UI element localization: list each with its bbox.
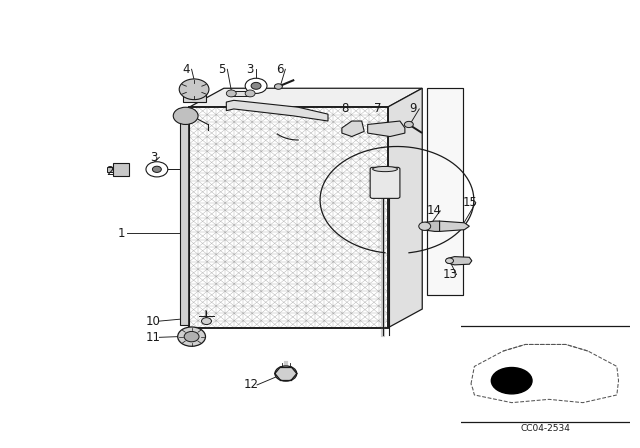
Polygon shape [447, 257, 472, 265]
Circle shape [178, 327, 205, 346]
Circle shape [251, 82, 261, 89]
Circle shape [173, 107, 198, 125]
Polygon shape [189, 88, 422, 107]
Polygon shape [342, 121, 364, 137]
Text: 12: 12 [244, 379, 259, 392]
Circle shape [492, 367, 532, 394]
Polygon shape [227, 100, 328, 121]
Polygon shape [428, 88, 463, 295]
Polygon shape [189, 107, 388, 328]
Text: 6: 6 [276, 63, 283, 76]
Circle shape [146, 162, 168, 177]
Circle shape [245, 78, 267, 94]
Text: 4: 4 [182, 63, 189, 76]
Text: 15: 15 [463, 196, 477, 209]
Polygon shape [180, 111, 189, 324]
Polygon shape [388, 88, 422, 328]
Circle shape [404, 121, 413, 128]
Polygon shape [367, 121, 405, 137]
Circle shape [227, 90, 236, 97]
Circle shape [419, 222, 431, 230]
Text: 10: 10 [146, 314, 161, 327]
Text: 3: 3 [150, 151, 157, 164]
Circle shape [275, 84, 282, 89]
Text: 2: 2 [106, 164, 113, 177]
Circle shape [445, 258, 454, 263]
Text: 1: 1 [117, 227, 125, 240]
Bar [108, 167, 113, 172]
Polygon shape [113, 163, 129, 176]
Ellipse shape [372, 167, 397, 172]
Polygon shape [231, 90, 250, 96]
Circle shape [184, 332, 199, 342]
Polygon shape [422, 221, 440, 232]
Text: 14: 14 [427, 204, 442, 217]
Text: 11: 11 [146, 331, 161, 344]
Polygon shape [182, 89, 207, 102]
Text: CC04-2534: CC04-2534 [521, 424, 570, 433]
Polygon shape [435, 221, 469, 232]
Circle shape [152, 166, 161, 172]
FancyBboxPatch shape [370, 167, 400, 198]
Text: 5: 5 [218, 63, 225, 76]
Text: 8: 8 [341, 103, 349, 116]
Text: 9: 9 [410, 103, 417, 116]
Circle shape [179, 79, 209, 99]
Circle shape [245, 90, 255, 97]
Text: 7: 7 [374, 103, 381, 116]
Text: 3: 3 [246, 63, 254, 76]
Circle shape [202, 318, 211, 324]
Text: 13: 13 [443, 268, 458, 281]
Circle shape [275, 366, 297, 381]
